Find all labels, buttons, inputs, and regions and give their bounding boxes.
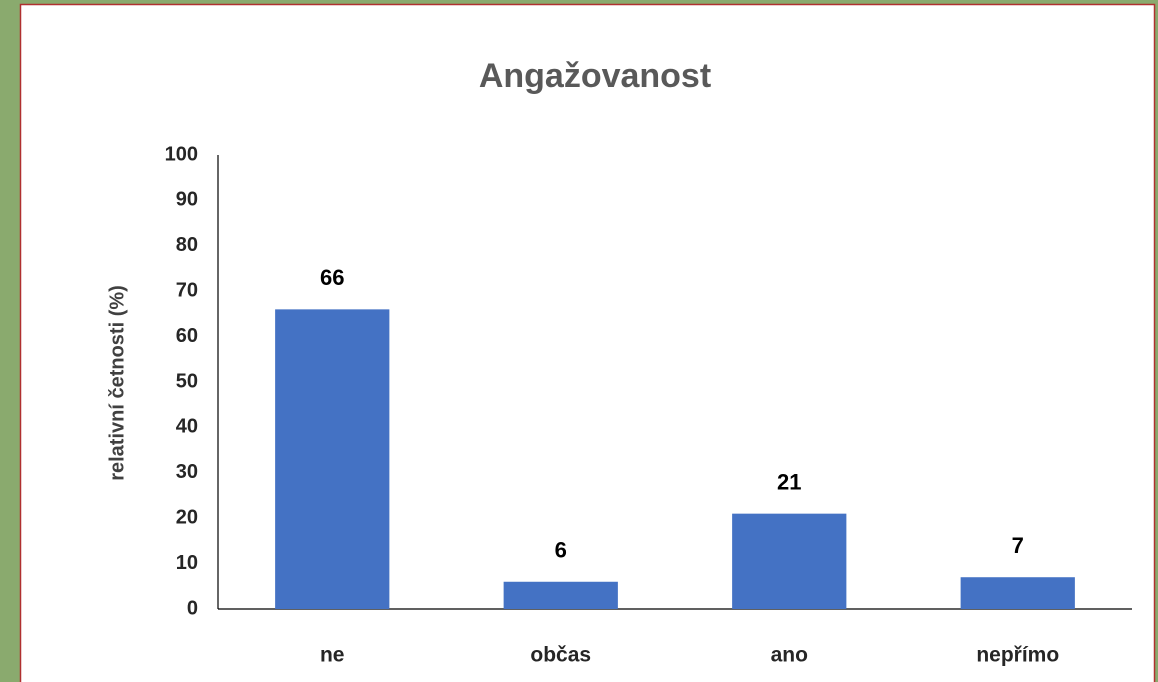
y-tick-label: 0 [187,597,198,619]
data-label: 21 [777,469,801,494]
data-label: 66 [320,265,344,290]
y-axis-label: relativní četnosti (%) [106,285,128,481]
y-tick-label: 50 [176,370,198,392]
data-label: 7 [1012,533,1024,558]
bar [732,513,847,609]
y-tick-label: 90 [176,189,198,211]
chart-title: Angažovanost [479,57,711,95]
y-tick-label: 20 [176,506,198,528]
x-tick-label: občas [530,644,591,667]
y-tick-label: 70 [176,279,198,301]
x-tick-label: ne [320,644,345,667]
bar [275,309,390,609]
y-tick-label: 40 [176,416,198,438]
y-tick-label: 100 [165,143,198,165]
x-tick-label: ano [771,644,808,667]
chart-area [19,3,1156,682]
y-tick-label: 30 [176,461,198,483]
y-tick-label: 80 [176,234,198,256]
bar [503,581,618,609]
x-tick-label: nepřímo [976,644,1059,667]
y-tick-label: 60 [176,325,198,347]
data-label: 6 [555,538,567,563]
y-tick-label: 10 [176,552,198,574]
bar [960,577,1075,609]
